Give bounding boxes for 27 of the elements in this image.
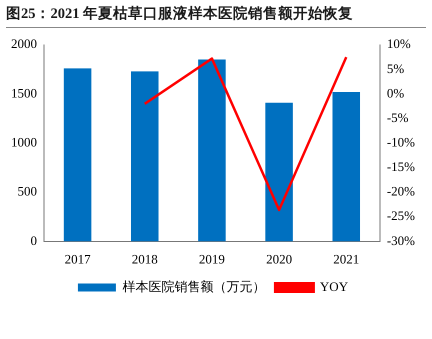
x-tick-label: 2020 — [266, 252, 292, 267]
y2-tick-label: -10% — [386, 134, 416, 150]
y-tick-label: 2000 — [11, 36, 37, 52]
y2-tick-label: -20% — [386, 184, 416, 199]
x-tick-label: 2018 — [132, 252, 158, 267]
y-tick-label: 0 — [30, 232, 37, 248]
y2-tick-label: -30% — [386, 232, 416, 248]
y2-tick-label: 5% — [386, 60, 404, 76]
bar — [332, 92, 360, 242]
bar — [198, 60, 226, 242]
y2-tick-label: 10% — [386, 36, 411, 52]
bar — [64, 68, 92, 242]
x-tick-label: 2019 — [198, 252, 225, 267]
y-tick-label: 500 — [18, 184, 37, 199]
bar — [130, 71, 159, 242]
legend-label: YOY — [320, 278, 349, 294]
y2-tick-label: -15% — [386, 159, 416, 174]
legend-label: 样本医院销售额（万元） — [122, 278, 266, 294]
y2-tick-label: 0% — [386, 85, 404, 100]
x-tick-label: 2017 — [64, 252, 92, 267]
y2-tick-label: -5% — [386, 110, 409, 125]
chart-title: 图25：2021 年夏枯草口服液样本医院销售额开始恢复 — [6, 4, 426, 28]
y-tick-label: 1000 — [11, 134, 37, 150]
bar — [265, 102, 293, 242]
y2-tick-label: -25% — [386, 208, 416, 224]
y-tick-label: 1500 — [11, 85, 37, 100]
x-tick-label: 2021 — [333, 252, 360, 267]
